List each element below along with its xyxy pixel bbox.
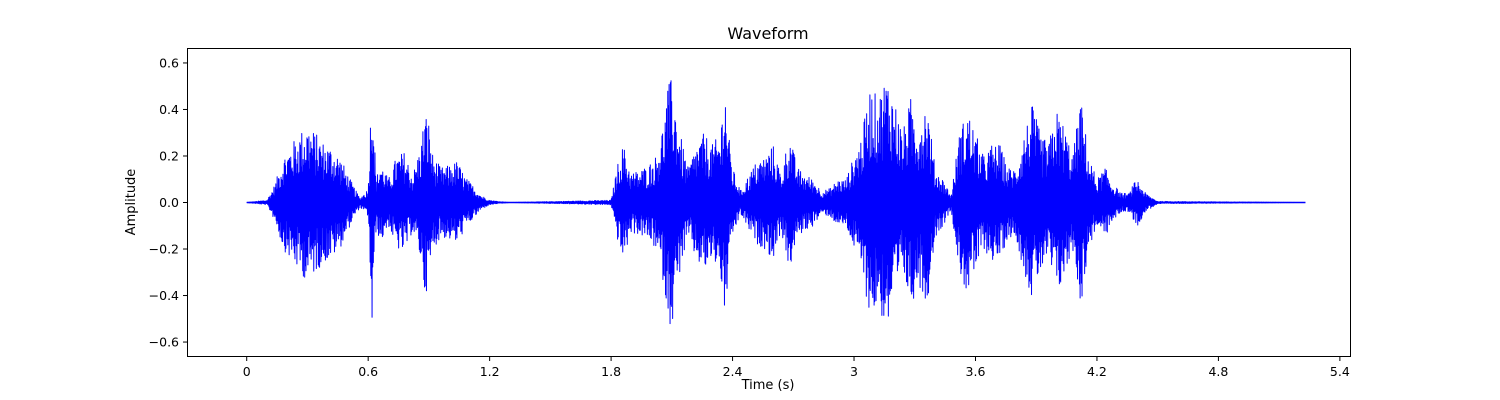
y-tick-label: 0.0 bbox=[159, 195, 179, 210]
x-tick-label: 3.6 bbox=[966, 364, 986, 379]
x-tick-label: 2.4 bbox=[723, 364, 743, 379]
waveform-series-line bbox=[246, 80, 1306, 325]
y-tick-label: 0.2 bbox=[159, 148, 179, 163]
y-tick-label: 0.6 bbox=[159, 55, 179, 70]
x-axis: 0 0.6 1.2 1.8 2.4 3 3.6 4.2 4.8 5.4 bbox=[243, 356, 1350, 379]
x-tick-label: 4.2 bbox=[1087, 364, 1107, 379]
y-tick-label: 0.4 bbox=[159, 102, 179, 117]
y-axis: −0.6 −0.4 −0.2 0.0 0.2 0.4 0.6 bbox=[149, 55, 188, 350]
y-tick-label: −0.6 bbox=[149, 335, 179, 350]
y-tick-label: −0.2 bbox=[149, 242, 179, 257]
y-axis-label: Amplitude bbox=[124, 169, 139, 236]
x-tick-label: 0.6 bbox=[358, 364, 378, 379]
x-tick-label: 4.8 bbox=[1208, 364, 1228, 379]
chart-title: Waveform bbox=[727, 24, 808, 43]
x-tick-label: 5.4 bbox=[1330, 364, 1350, 379]
x-tick-label: 1.8 bbox=[601, 364, 621, 379]
x-axis-label: Time (s) bbox=[741, 378, 795, 393]
x-tick-label: 1.2 bbox=[480, 364, 500, 379]
y-tick-label: −0.4 bbox=[149, 288, 179, 303]
x-tick-label: 3 bbox=[850, 364, 858, 379]
x-tick-label: 0 bbox=[243, 364, 251, 379]
